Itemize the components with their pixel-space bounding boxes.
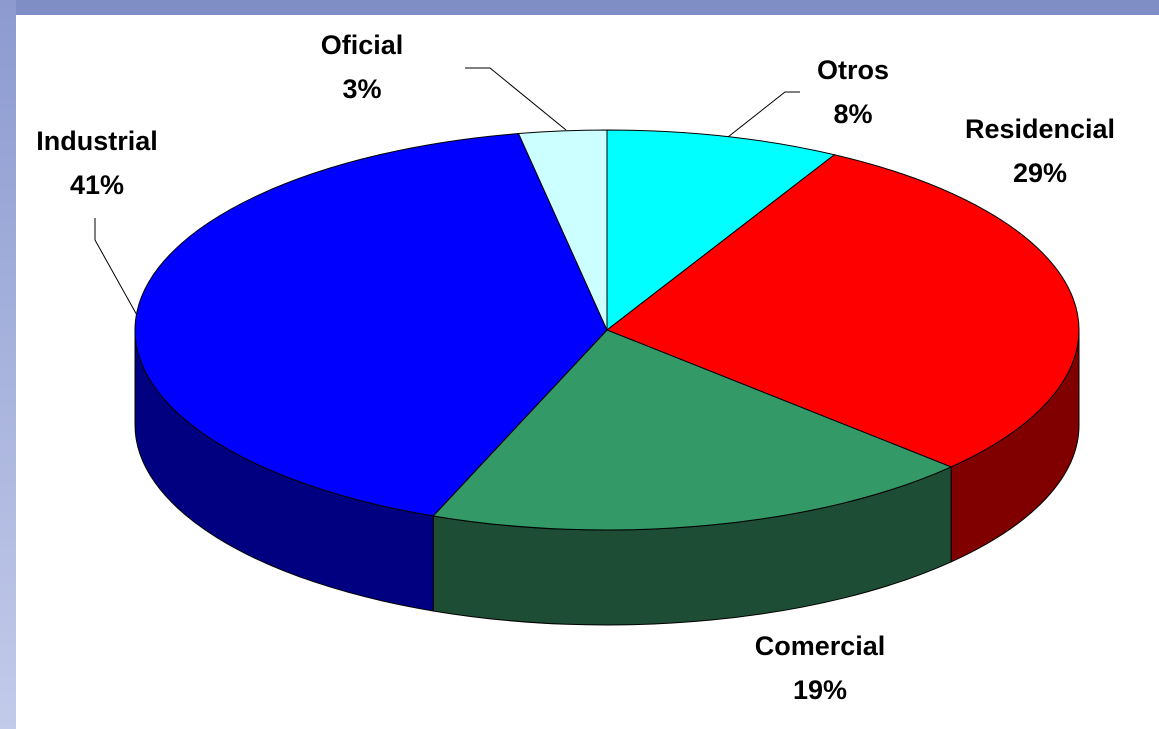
slice-label-name: Otros xyxy=(817,55,889,85)
slice xyxy=(134,133,608,517)
slice-label-value: 29% xyxy=(1013,158,1067,188)
leader-line xyxy=(727,91,800,138)
slice xyxy=(517,129,608,331)
slice xyxy=(606,129,836,332)
leader-line xyxy=(465,67,567,131)
slice-label-name: Oficial xyxy=(321,30,404,60)
slice-label-name: Industrial xyxy=(36,126,158,156)
slice-label-value: 19% xyxy=(793,675,847,705)
slice-label-name: Comercial xyxy=(755,631,886,661)
left-strip xyxy=(0,0,16,729)
slice-label-value: 41% xyxy=(70,170,124,200)
top-strip xyxy=(0,0,1159,15)
leader-line xyxy=(94,218,139,318)
slice xyxy=(605,154,1080,468)
slice-label-value: 3% xyxy=(342,74,381,104)
slice xyxy=(432,329,953,531)
leader-lines xyxy=(94,67,800,318)
slice-label-value: 8% xyxy=(833,99,872,129)
slice-label-name: Residencial xyxy=(965,114,1115,144)
